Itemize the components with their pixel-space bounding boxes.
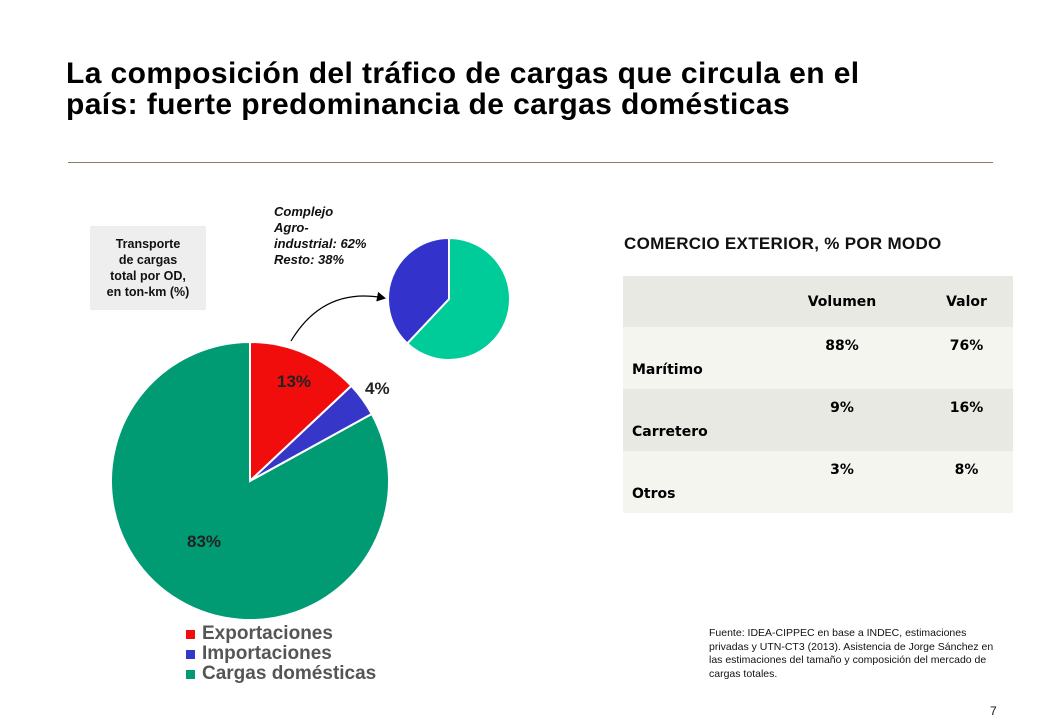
table-title: COMERCIO EXTERIOR, % POR MODO — [624, 234, 942, 253]
source-note: Fuente: IDEA-CIPPEC en base a INDEC, est… — [709, 627, 994, 680]
table-row: Otros 3% 8% — [623, 451, 1013, 513]
callout-arrow — [290, 291, 386, 342]
od-chart-caption: Transporte de cargas total por OD, en to… — [90, 226, 206, 310]
row-volumen: 9% — [764, 389, 920, 451]
od-caption-line: Transporte — [115, 237, 181, 251]
note-line: Agro- — [274, 220, 309, 235]
note-line: Complejo — [274, 204, 334, 219]
row-mode: Carretero — [623, 389, 764, 451]
agro-industrial-note: Complejo Agro- industrial: 62% Resto: 38… — [274, 204, 366, 268]
comercio-exterior-table: Volumen Valor Marítimo 88% 76% Carretero… — [623, 276, 1013, 513]
table-row: Marítimo 88% 76% — [623, 327, 1013, 389]
data-label-importaciones: 4% — [365, 379, 390, 398]
page-title-line-1: La composición del tráfico de cargas que… — [66, 57, 860, 90]
legend-label: Importaciones — [202, 643, 332, 664]
legend-swatch — [186, 669, 195, 679]
od-caption-line: de cargas — [118, 253, 178, 267]
agro-industrial-pie-chart — [387, 236, 511, 361]
main-pie-chart — [110, 340, 390, 621]
legend-swatch — [186, 629, 195, 639]
legend-label: Exportaciones — [202, 623, 333, 644]
main-pie-slice-cargas-domésticas — [110, 340, 390, 621]
note-line: Resto: 38% — [274, 252, 345, 267]
page-title: La composición del tráfico de cargas que… — [66, 58, 986, 120]
legend-item-cargas-domesticas: Cargas domésticas — [186, 663, 377, 684]
row-volumen: 3% — [764, 451, 920, 513]
main-pie-slice-exportaciones — [249, 340, 353, 484]
header-cell-volumen: Volumen — [764, 276, 920, 327]
agro-pie-slice-resto — [387, 236, 450, 345]
table-row: Carretero 9% 16% — [623, 389, 1013, 451]
title-divider — [68, 162, 993, 163]
page-number: 7 — [990, 704, 997, 718]
od-caption-line: total por OD, — [110, 269, 186, 283]
legend-label: Cargas domésticas — [202, 663, 377, 684]
header-cell-valor: Valor — [920, 276, 1013, 327]
row-mode: Otros — [623, 451, 764, 513]
legend-item-importaciones: Importaciones — [186, 643, 376, 664]
row-valor: 76% — [920, 327, 1013, 389]
main-pie-legend: Exportaciones Importaciones Cargas domés… — [186, 623, 377, 684]
legend-item-exportaciones: Exportaciones — [186, 623, 376, 644]
header-cell-mode — [623, 276, 764, 327]
agro-pie-slice-complejo-agro-industrial — [405, 236, 511, 361]
legend-swatch — [186, 649, 195, 659]
data-label-exportaciones: 13% — [277, 372, 311, 391]
row-valor: 8% — [920, 451, 1013, 513]
row-valor: 16% — [920, 389, 1013, 451]
page-title-line-2: país: fuerte predominancia de cargas dom… — [66, 88, 791, 121]
data-label-cargas-domesticas: 83% — [187, 532, 221, 551]
od-caption-line: en ton-km (%) — [106, 285, 190, 299]
row-volumen: 88% — [764, 327, 920, 389]
row-mode: Marítimo — [623, 327, 764, 389]
note-line: industrial: 62% — [274, 236, 367, 251]
table-header-row: Volumen Valor — [623, 276, 1013, 327]
